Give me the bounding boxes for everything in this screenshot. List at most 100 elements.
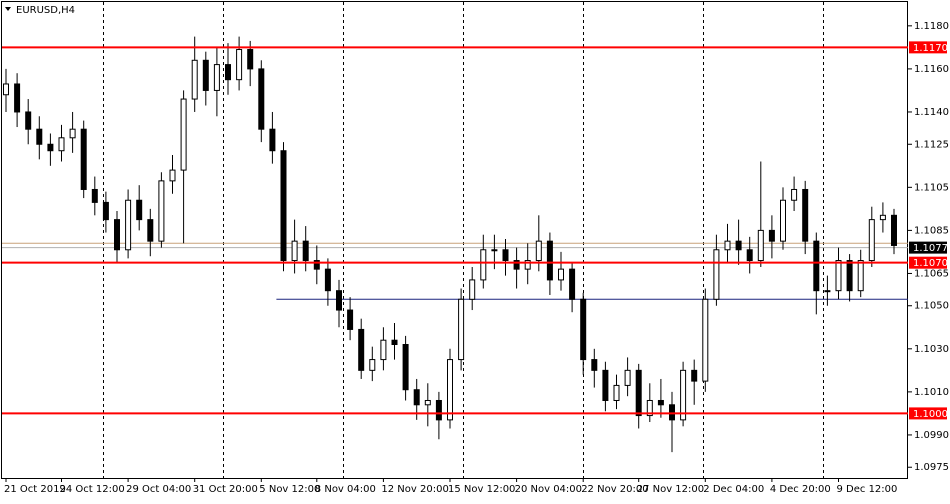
candle-body [291, 240, 298, 262]
candle-body [14, 83, 21, 113]
candle-body [491, 249, 498, 252]
candle-body [191, 59, 198, 100]
y-tick-label: 1.1160 [914, 64, 949, 75]
candle-body [657, 399, 664, 406]
x-tick-label: 21 Oct 2019 [4, 484, 66, 495]
candle-body [813, 240, 820, 292]
candle-body [846, 260, 853, 292]
candle-body [757, 229, 764, 262]
y-tick-label: 1.1050 [914, 301, 949, 312]
candle-body [702, 298, 709, 382]
level-price-label: 1.1070 [913, 258, 948, 269]
candle-body [802, 188, 809, 242]
candle-body [424, 399, 431, 406]
candle-body [624, 369, 631, 386]
y-tick-label: 1.1085 [914, 225, 949, 236]
time-grid [103, 2, 824, 478]
candle-body [136, 199, 143, 221]
candle-body [225, 64, 231, 81]
candle-body [868, 219, 875, 262]
candle-body [780, 199, 786, 242]
candle-body [724, 240, 731, 251]
candle-body [3, 83, 9, 96]
candle-body [202, 59, 209, 91]
candle-body [580, 298, 587, 361]
candle-body [324, 268, 331, 292]
candle-body [646, 399, 653, 417]
candle-body [69, 128, 76, 139]
candle-body [358, 328, 365, 371]
candle-body [591, 359, 598, 371]
candle-body [125, 199, 132, 251]
plot-frame [1, 1, 908, 479]
candle-body [158, 180, 165, 242]
candle-body [524, 260, 531, 270]
candle-body [391, 339, 398, 346]
candle-body [402, 344, 409, 391]
x-tick-label: 20 Nov 04:00 [515, 484, 582, 495]
x-tick-label: 15 Nov 12:00 [448, 484, 515, 495]
level-price-box [909, 407, 947, 420]
candle-body [691, 369, 698, 382]
candle-body [336, 290, 342, 311]
y-tick-label: 1.0975 [914, 462, 949, 473]
candle-body [413, 389, 420, 406]
candle-body [535, 240, 542, 262]
x-tick-label: 31 Oct 20:00 [193, 484, 258, 495]
menu-arrow[interactable] [5, 7, 11, 11]
x-tick-label: 2 Dec 04:00 [703, 484, 764, 495]
candle-body [313, 260, 320, 270]
x-tick-label: 5 Nov 12:00 [259, 484, 320, 495]
candle-body [635, 369, 642, 417]
level-price-label: 1.1000 [913, 409, 948, 420]
candle-body [347, 309, 354, 330]
candle-body [91, 188, 98, 203]
candle-body [857, 260, 864, 292]
candle-body [746, 249, 753, 262]
candle-body [558, 268, 564, 281]
candle-body [147, 219, 154, 242]
candle-body [879, 214, 886, 221]
candle-body [602, 369, 609, 401]
y-tick-label: 1.1180 [914, 21, 949, 32]
candle-body [169, 169, 176, 182]
candle-body [680, 369, 687, 421]
candle-body [36, 128, 43, 145]
candle-body [114, 219, 120, 251]
candle-body [102, 201, 109, 221]
chart-title: EURUSD,H4 [16, 5, 75, 16]
y-tick-label: 1.1140 [914, 107, 949, 118]
x-tick-label: 24 Oct 12:00 [60, 484, 125, 495]
candle-body [58, 137, 65, 152]
level-price-label: 1.1170 [913, 43, 948, 54]
candle-body [669, 404, 675, 421]
candle-body [713, 249, 720, 300]
candle-body [258, 68, 265, 130]
candle-body [891, 214, 897, 246]
candle-body [824, 290, 831, 293]
candle-body [768, 229, 775, 242]
candle-body [280, 150, 287, 262]
y-tick-label: 1.1030 [914, 344, 949, 355]
candle-body [302, 240, 309, 262]
candle-body [380, 339, 387, 361]
candle-body [469, 279, 476, 300]
candle-body [835, 260, 842, 292]
x-tick-label: 12 Nov 20:00 [381, 484, 448, 495]
candle-body [80, 128, 87, 190]
candle-body [213, 64, 220, 91]
candle-body [236, 49, 243, 81]
y-tick-label: 1.1125 [914, 139, 949, 150]
x-tick-label: 27 Nov 12:00 [637, 484, 704, 495]
candle-body [247, 49, 254, 70]
bid-price-label: 1.1077 [913, 243, 948, 254]
candle-body [613, 384, 620, 401]
x-tick-label: 9 Dec 12:00 [837, 484, 898, 495]
candle-body [369, 359, 376, 371]
candle-body [502, 249, 509, 262]
y-tick-label: 1.1065 [914, 268, 949, 279]
x-tick-label: 22 Nov 20:00 [581, 484, 648, 495]
candle-body [480, 249, 487, 281]
